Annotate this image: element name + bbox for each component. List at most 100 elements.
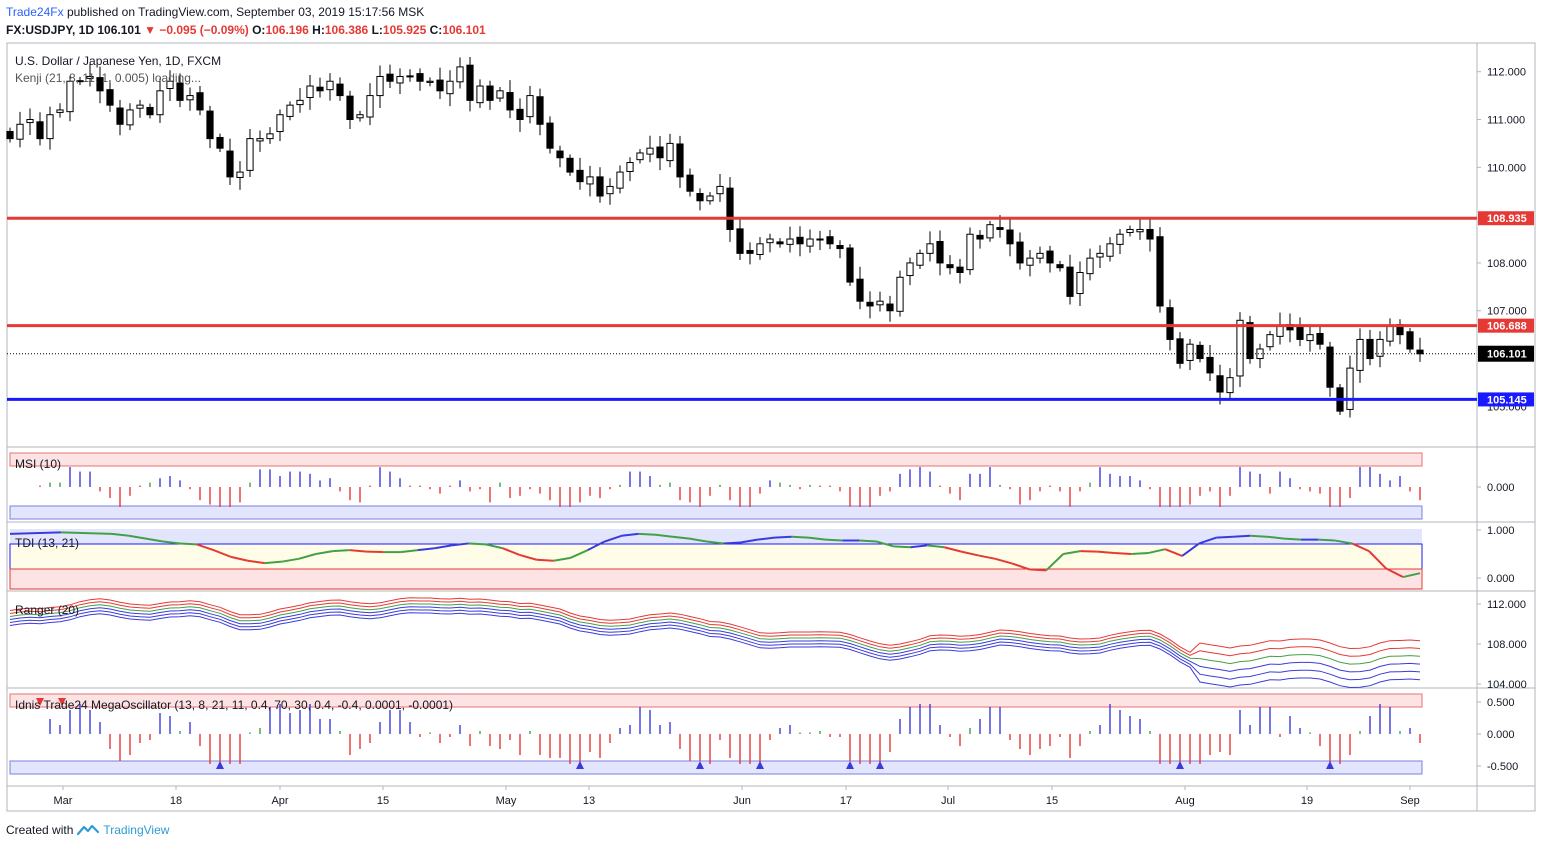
candle-body [1026, 257, 1034, 266]
mega-lower-band [9, 760, 1423, 775]
candle-body [1406, 331, 1414, 350]
candle-body [706, 195, 714, 202]
tdi-segment [638, 532, 656, 536]
candle-body [676, 143, 684, 178]
candle-body [286, 104, 294, 117]
candle-body [716, 185, 724, 195]
candle-body [456, 66, 464, 83]
tdi-segment [1318, 538, 1336, 542]
time-tick-label: Aug [1175, 795, 1195, 807]
publish-info: Trade24Fx published on TradingView.com, … [6, 5, 424, 19]
candle-body [36, 121, 44, 140]
mega-tick-label: 0.000 [1487, 729, 1515, 741]
mega-sell-signal-triangle [58, 698, 66, 706]
ranger-tick-label: 108.000 [1487, 639, 1527, 651]
tdi-segment [553, 556, 571, 562]
candle-body [1086, 257, 1094, 275]
tradingview-logo-text[interactable]: TradingView [103, 823, 170, 837]
tdi-segment [604, 534, 622, 543]
candle-body [376, 75, 384, 97]
candle-body [666, 142, 674, 162]
mega-buy-signal-triangle [876, 761, 884, 769]
down-arrow-icon: ▼ [144, 23, 156, 37]
level-price-tag [1478, 318, 1534, 333]
tdi-segment [1351, 542, 1370, 553]
candle-body [316, 86, 324, 92]
candle-body [1216, 375, 1224, 393]
candle-body [1386, 324, 1394, 342]
symbol: FX:USDJPY, 1D [6, 23, 95, 37]
candle-body [96, 77, 104, 92]
time-tick-label: Mar [54, 795, 73, 807]
tdi-segment [1164, 548, 1183, 557]
tdi-segment [468, 542, 486, 546]
tdi-segment [145, 537, 164, 543]
candle-body [356, 114, 364, 119]
candle-body [876, 300, 884, 306]
candle-body [1056, 264, 1064, 269]
tdi-title: TDI (13, 21) [15, 536, 79, 550]
candle-body [1346, 367, 1354, 410]
candle-body [756, 243, 764, 256]
candle-body [196, 92, 204, 111]
tdi-segment [1181, 542, 1200, 557]
candle-body [896, 276, 904, 312]
price-tick-label: 112.000 [1487, 67, 1526, 79]
tdi-segment [451, 542, 469, 547]
candle-body [216, 136, 224, 149]
open-label: O: [252, 23, 266, 37]
brand-link[interactable]: Trade24Fx [6, 5, 64, 19]
ranger-band-line [9, 597, 1421, 653]
candle-body [916, 252, 924, 266]
candle-body [436, 79, 444, 92]
candle-body [1116, 233, 1124, 245]
candle-body [406, 75, 414, 78]
tdi-segment [434, 544, 452, 550]
time-tick-label: 15 [377, 795, 389, 807]
candle-body [806, 238, 814, 247]
tdi-segment [1045, 553, 1064, 572]
tdi-segment [876, 540, 894, 548]
tdi-segment [587, 540, 606, 552]
candle-body [966, 233, 974, 271]
low-label: L: [371, 23, 383, 37]
candle-body [1256, 348, 1264, 360]
last-price-label: 106.101 [1487, 349, 1527, 361]
candle-body [1376, 338, 1384, 357]
tdi-segment [655, 533, 673, 538]
ohlc-line: FX:USDJPY, 1D 106.101 ▼ −0.095 (−0.09%) … [6, 23, 486, 37]
candle-body [736, 228, 744, 254]
tdi-segment [1198, 536, 1217, 545]
mega-buy-signal-triangle [846, 761, 854, 769]
candle-body [606, 185, 614, 195]
candle-body [546, 122, 554, 149]
candle-body [536, 96, 544, 125]
tdi-segment [995, 557, 1013, 565]
tdi-segment [1097, 550, 1115, 555]
candle-body [306, 85, 314, 99]
tdi-segment [757, 536, 775, 541]
mega-buy-signal-triangle [576, 761, 584, 769]
candle-body [186, 95, 194, 101]
tdi-segment [1385, 567, 1404, 578]
candle-body [1246, 322, 1254, 360]
candle-body [366, 95, 374, 118]
candle-body [576, 169, 584, 183]
candle-body [466, 64, 474, 101]
tdi-lower-zone [9, 568, 1423, 590]
ranger-band-line [9, 603, 1421, 665]
candle-body [266, 133, 274, 140]
high-value: 106.386 [324, 23, 369, 37]
candle-body [1226, 377, 1234, 394]
candle-body [1006, 229, 1014, 245]
mega-tick-label: 0.500 [1487, 697, 1515, 709]
candle-body [386, 73, 394, 82]
candle-body [156, 90, 164, 116]
mega-upper-band [9, 693, 1423, 708]
tdi-segment [298, 553, 317, 560]
published-text: published on TradingView.com, September … [66, 5, 425, 19]
tdi-segment [1029, 568, 1047, 572]
candle-body [856, 278, 864, 302]
footer: Created with TradingView [6, 823, 169, 837]
